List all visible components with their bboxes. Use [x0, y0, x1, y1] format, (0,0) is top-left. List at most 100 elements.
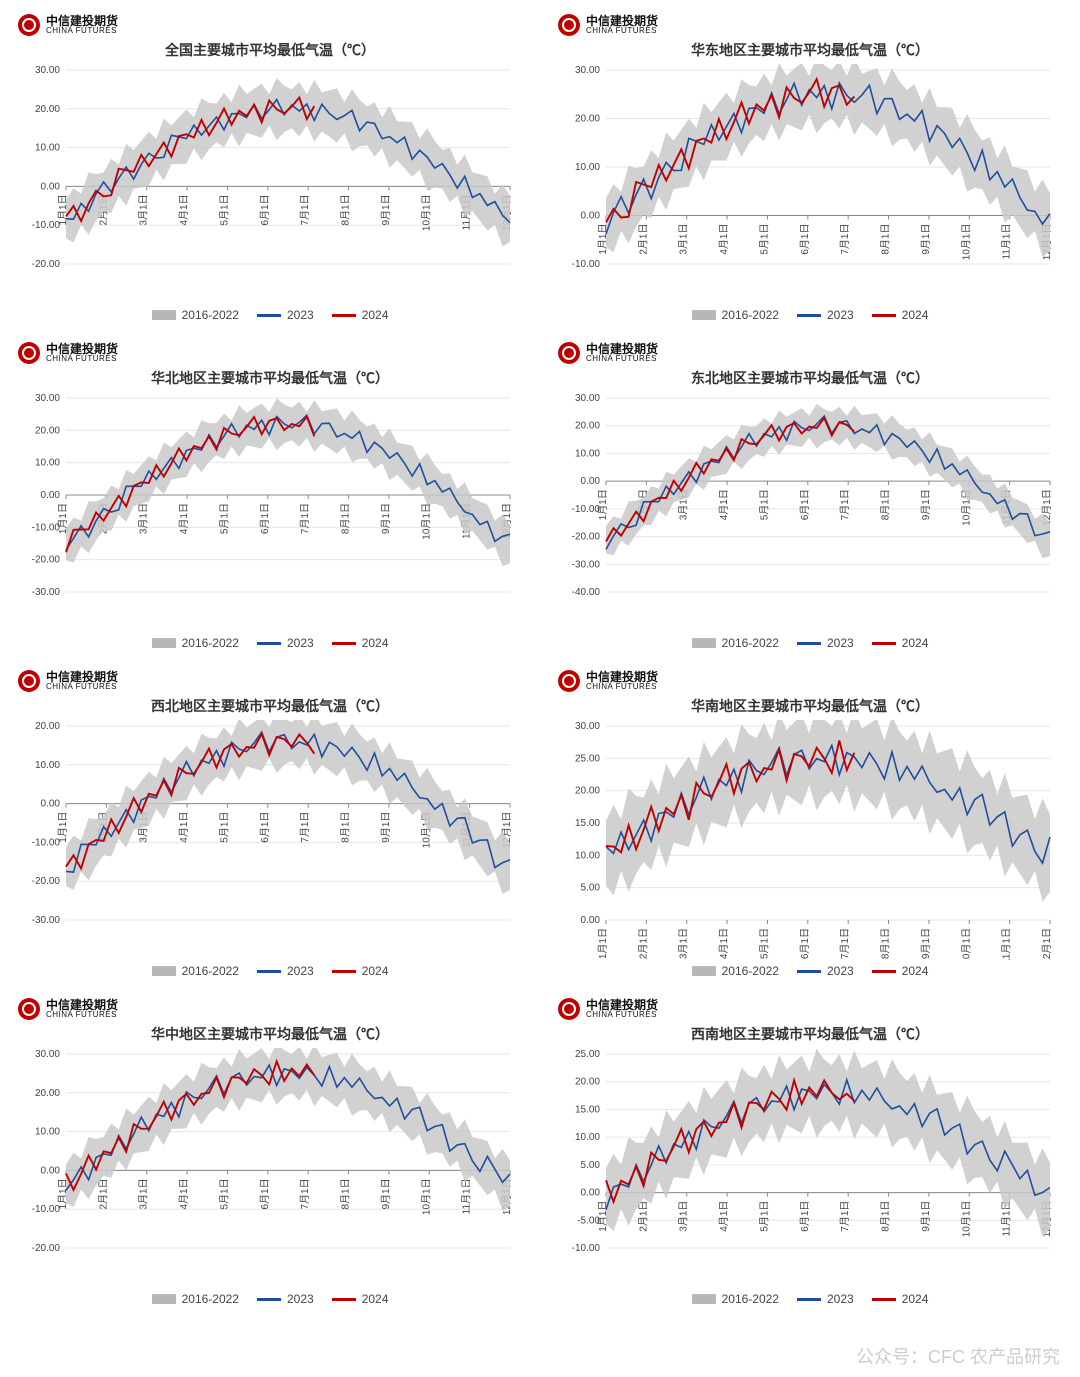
- logo-icon: [18, 670, 40, 692]
- legend: 2016-202220232024: [10, 960, 530, 984]
- chart-title: 华南地区主要城市平均最低气温（℃）: [550, 696, 1070, 716]
- brand-logo: 中信建投期货CHINA FUTURES: [10, 10, 530, 38]
- svg-text:20.00: 20.00: [35, 721, 60, 732]
- legend: 2016-202220232024: [550, 304, 1070, 328]
- svg-text:0.00: 0.00: [581, 1188, 601, 1199]
- chart-panel: 中信建投期货CHINA FUTURES华南地区主要城市平均最低气温（℃）0.00…: [550, 666, 1070, 984]
- chart-svg: -20.00-10.000.0010.0020.0030.001月1日2月1日3…: [10, 64, 520, 304]
- series-band: [606, 64, 1050, 257]
- svg-text:0.00: 0.00: [41, 1165, 61, 1176]
- legend-item-2023: 2023: [797, 308, 854, 322]
- svg-text:0.00: 0.00: [41, 181, 61, 192]
- svg-text:-30.00: -30.00: [32, 915, 61, 926]
- logo-icon: [558, 342, 580, 364]
- svg-text:15.00: 15.00: [575, 1104, 600, 1115]
- chart-title: 东北地区主要城市平均最低气温（℃）: [550, 368, 1070, 388]
- svg-text:6月1日: 6月1日: [799, 928, 811, 959]
- svg-text:-10.00: -10.00: [32, 837, 61, 848]
- brand-en: CHINA FUTURES: [46, 27, 118, 35]
- brand-logo: 中信建投期货CHINA FUTURES: [550, 338, 1070, 366]
- brand-en: CHINA FUTURES: [586, 1011, 658, 1019]
- svg-text:11月1日: 11月1日: [1001, 928, 1013, 960]
- brand-logo: 中信建投期货CHINA FUTURES: [550, 10, 1070, 38]
- svg-text:9月1日: 9月1日: [920, 928, 932, 959]
- svg-text:3月1日: 3月1日: [678, 224, 690, 255]
- svg-text:10月1日: 10月1日: [420, 1178, 432, 1215]
- chart-panel: 中信建投期货CHINA FUTURES全国主要城市平均最低气温（℃）-20.00…: [10, 10, 530, 328]
- legend-item-2024: 2024: [872, 308, 929, 322]
- svg-text:6月1日: 6月1日: [799, 224, 811, 255]
- svg-text:-30.00: -30.00: [32, 587, 61, 598]
- svg-text:-10.00: -10.00: [32, 220, 61, 231]
- series-band: [66, 78, 510, 246]
- legend-item-band: 2016-2022: [692, 1292, 779, 1306]
- svg-text:30.00: 30.00: [35, 65, 60, 76]
- svg-text:15.00: 15.00: [575, 818, 600, 829]
- chart-svg: -10.000.0010.0020.0030.001月1日2月1日3月1日4月1…: [550, 64, 1060, 304]
- legend-item-2023: 2023: [797, 964, 854, 978]
- svg-text:1月1日: 1月1日: [597, 928, 609, 959]
- legend-item-band: 2016-2022: [152, 964, 239, 978]
- svg-text:10月1日: 10月1日: [420, 194, 432, 231]
- svg-text:5月1日: 5月1日: [218, 812, 230, 843]
- legend-item-band: 2016-2022: [692, 636, 779, 650]
- svg-text:4月1日: 4月1日: [718, 224, 730, 255]
- svg-text:2月1日: 2月1日: [97, 1178, 109, 1209]
- svg-text:5月1日: 5月1日: [758, 489, 770, 520]
- svg-text:30.00: 30.00: [35, 1049, 60, 1060]
- svg-text:5月1日: 5月1日: [758, 224, 770, 255]
- svg-text:6月1日: 6月1日: [259, 812, 271, 843]
- brand-logo: 中信建投期货CHINA FUTURES: [10, 994, 530, 1022]
- legend-item-2024: 2024: [332, 636, 389, 650]
- svg-text:20.00: 20.00: [575, 786, 600, 797]
- svg-text:20.00: 20.00: [575, 421, 600, 432]
- svg-text:5.00: 5.00: [581, 883, 601, 894]
- svg-text:5月1日: 5月1日: [218, 1178, 230, 1209]
- svg-text:2月1日: 2月1日: [637, 1201, 649, 1232]
- svg-text:8月1日: 8月1日: [340, 812, 352, 843]
- svg-text:4月1日: 4月1日: [178, 1178, 190, 1209]
- chart-title: 华中地区主要城市平均最低气温（℃）: [10, 1024, 530, 1044]
- svg-text:8月1日: 8月1日: [340, 194, 352, 225]
- svg-text:7月1日: 7月1日: [839, 1201, 851, 1232]
- chart-title: 西南地区主要城市平均最低气温（℃）: [550, 1024, 1070, 1044]
- svg-text:6月1日: 6月1日: [259, 194, 271, 225]
- svg-text:4月1日: 4月1日: [178, 812, 190, 843]
- svg-text:5.00: 5.00: [581, 1160, 601, 1171]
- chart-panel: 中信建投期货CHINA FUTURES东北地区主要城市平均最低气温（℃）-40.…: [550, 338, 1070, 656]
- svg-text:10月1日: 10月1日: [960, 1201, 972, 1238]
- svg-text:9月1日: 9月1日: [920, 224, 932, 255]
- series-band: [66, 398, 510, 566]
- svg-text:6月1日: 6月1日: [799, 489, 811, 520]
- brand-en: CHINA FUTURES: [586, 683, 658, 691]
- chart-svg: -10.00-5.000.005.0010.0015.0020.0025.001…: [550, 1048, 1060, 1288]
- chart-svg: -30.00-20.00-10.000.0010.0020.001月1日2月1日…: [10, 720, 520, 960]
- svg-text:0.00: 0.00: [41, 490, 61, 501]
- svg-text:-10.00: -10.00: [572, 1243, 601, 1254]
- svg-text:-20.00: -20.00: [32, 1243, 61, 1254]
- svg-text:8月1日: 8月1日: [880, 1201, 892, 1232]
- legend: 2016-202220232024: [550, 1288, 1070, 1312]
- svg-text:3月1日: 3月1日: [678, 928, 690, 959]
- svg-text:-20.00: -20.00: [572, 532, 601, 543]
- svg-text:8月1日: 8月1日: [340, 503, 352, 534]
- svg-text:30.00: 30.00: [35, 393, 60, 404]
- svg-text:9月1日: 9月1日: [380, 194, 392, 225]
- svg-text:10月1日: 10月1日: [960, 224, 972, 261]
- svg-text:10.00: 10.00: [35, 458, 60, 469]
- svg-text:4月1日: 4月1日: [718, 928, 730, 959]
- brand-en: CHINA FUTURES: [46, 355, 118, 363]
- svg-text:5月1日: 5月1日: [218, 503, 230, 534]
- svg-text:0.00: 0.00: [581, 915, 601, 926]
- svg-text:-10.00: -10.00: [32, 1204, 61, 1215]
- svg-text:7月1日: 7月1日: [839, 489, 851, 520]
- chart-svg: 0.005.0010.0015.0020.0025.0030.001月1日2月1…: [550, 720, 1060, 960]
- chart-svg: -20.00-10.000.0010.0020.0030.001月1日2月1日3…: [10, 1048, 520, 1288]
- svg-text:11月1日: 11月1日: [1001, 224, 1013, 260]
- legend-item-2023: 2023: [797, 1292, 854, 1306]
- watermark: 公众号：CFC 农产品研究: [856, 1343, 1060, 1369]
- logo-icon: [558, 14, 580, 36]
- chart-panel: 中信建投期货CHINA FUTURES西北地区主要城市平均最低气温（℃）-30.…: [10, 666, 530, 984]
- svg-text:7月1日: 7月1日: [299, 1178, 311, 1209]
- chart-panel: 中信建投期货CHINA FUTURES华北地区主要城市平均最低气温（℃）-30.…: [10, 338, 530, 656]
